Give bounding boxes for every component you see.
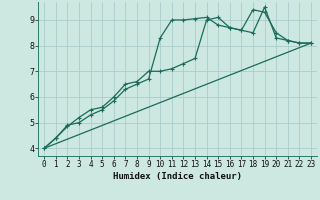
X-axis label: Humidex (Indice chaleur): Humidex (Indice chaleur) — [113, 172, 242, 181]
